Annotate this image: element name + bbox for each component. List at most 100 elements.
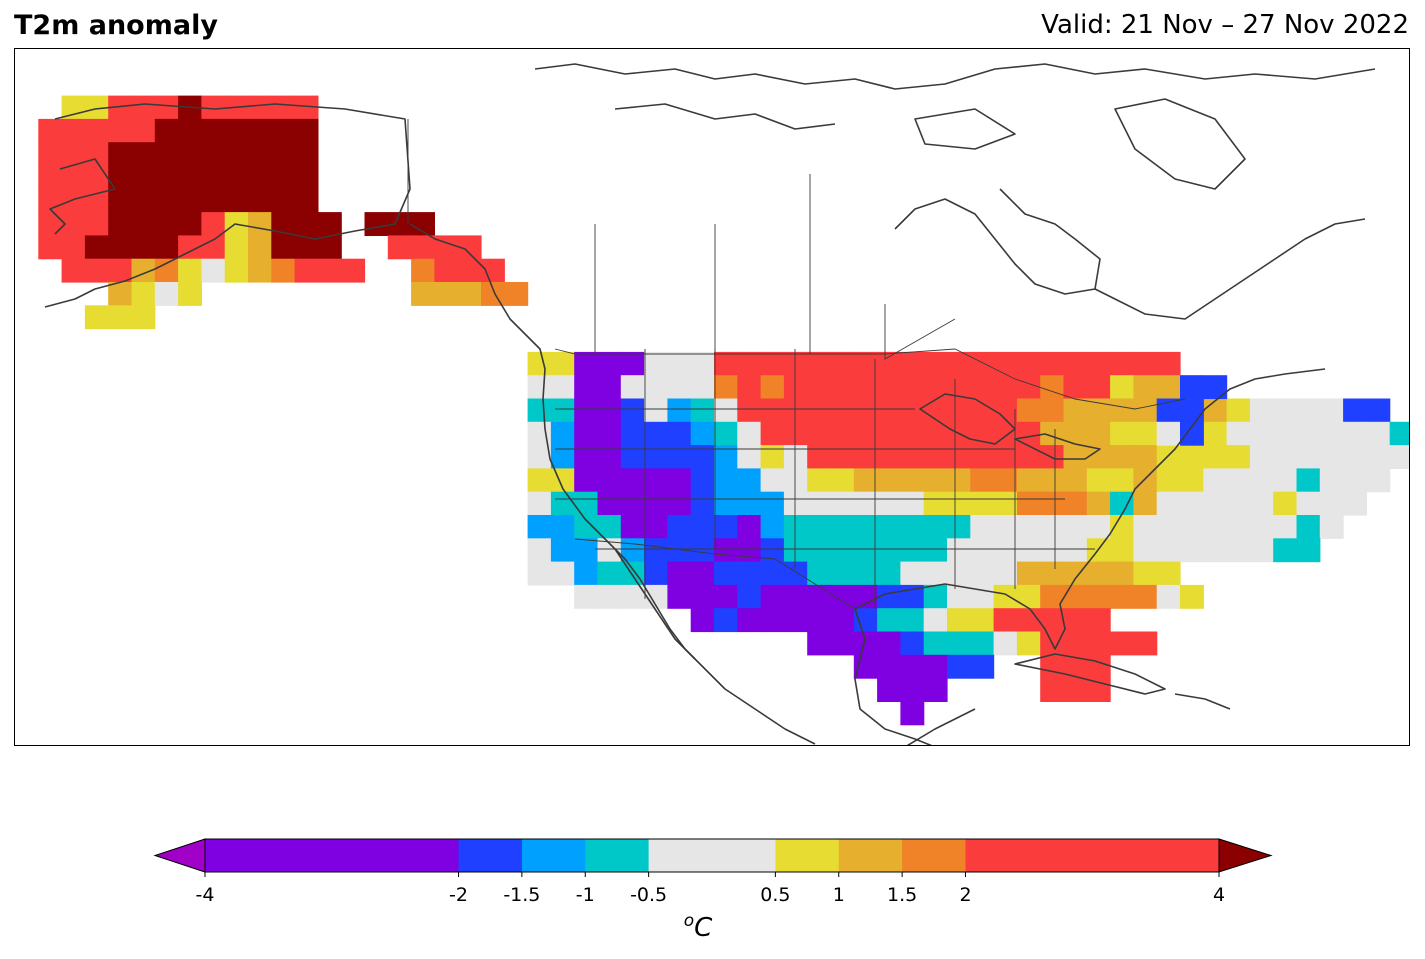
anomaly-cell bbox=[154, 235, 179, 260]
anomaly-cell bbox=[947, 608, 971, 633]
anomaly-cell bbox=[1086, 584, 1111, 609]
anomaly-cell bbox=[1063, 468, 1088, 493]
anomaly-cell bbox=[1226, 491, 1251, 516]
anomaly-cell bbox=[714, 491, 738, 516]
anomaly-cell bbox=[1203, 445, 1228, 469]
anomaly-cell bbox=[224, 118, 249, 143]
anomaly-cell bbox=[1319, 398, 1344, 423]
anomaly-cell bbox=[201, 142, 226, 167]
anomaly-cell bbox=[1343, 491, 1367, 516]
anomaly-cell bbox=[1133, 375, 1158, 400]
anomaly-cell bbox=[1226, 515, 1251, 539]
anomaly-cell bbox=[1343, 421, 1367, 446]
anomaly-cell bbox=[714, 584, 738, 609]
political-borders bbox=[407, 119, 1186, 610]
coastline bbox=[1094, 218, 1366, 320]
anomaly-cell bbox=[760, 515, 785, 539]
anomaly-cell bbox=[1040, 538, 1065, 563]
valid-date-range: Valid: 21 Nov – 27 Nov 2022 bbox=[1041, 10, 1409, 40]
anomaly-cell bbox=[1249, 421, 1274, 446]
anomaly-cell bbox=[970, 631, 995, 656]
anomaly-cell bbox=[1110, 538, 1134, 563]
anomaly-cell bbox=[1273, 538, 1298, 563]
anomaly-cell bbox=[1110, 515, 1134, 539]
anomaly-cell bbox=[1319, 421, 1344, 446]
anomaly-cell bbox=[714, 561, 738, 586]
anomaly-cell bbox=[1156, 491, 1181, 516]
anomaly-cell bbox=[900, 608, 925, 633]
anomaly-cell bbox=[1086, 608, 1111, 633]
anomaly-cell bbox=[690, 491, 715, 516]
anomaly-cell bbox=[248, 188, 272, 213]
anomaly-cell bbox=[970, 515, 995, 539]
anomaly-cell bbox=[1366, 421, 1391, 446]
anomaly-cell bbox=[1203, 398, 1228, 423]
anomaly-cell bbox=[690, 538, 715, 563]
anomaly-cell bbox=[1016, 398, 1041, 423]
anomaly-cell bbox=[550, 445, 575, 469]
anomaly-cell bbox=[714, 421, 738, 446]
anomaly-cell bbox=[1086, 421, 1111, 446]
anomaly-cell bbox=[84, 305, 109, 330]
anomaly-cell bbox=[853, 608, 878, 633]
anomaly-cell bbox=[714, 375, 738, 400]
anomaly-cell bbox=[1203, 375, 1228, 400]
anomaly-cell bbox=[737, 351, 762, 376]
anomaly-cell bbox=[248, 142, 272, 167]
anomaly-cell bbox=[294, 235, 319, 260]
anomaly-cell bbox=[224, 235, 249, 260]
anomaly-cell bbox=[38, 142, 63, 167]
coastline bbox=[534, 63, 1376, 90]
anomaly-cell bbox=[760, 421, 785, 446]
anomaly-cell bbox=[131, 212, 156, 236]
anomaly-cell bbox=[201, 258, 226, 283]
anomaly-cell bbox=[760, 608, 785, 633]
anomaly-cell bbox=[1226, 421, 1251, 446]
anomaly-cell bbox=[947, 491, 971, 516]
anomaly-cell bbox=[947, 445, 971, 469]
anomaly-cell bbox=[178, 142, 202, 167]
anomaly-cell bbox=[1343, 398, 1367, 423]
anomaly-cell bbox=[830, 445, 855, 469]
anomaly-cell bbox=[527, 515, 552, 539]
anomaly-cell bbox=[38, 165, 63, 190]
anomaly-cell bbox=[1343, 445, 1367, 469]
anomaly-cell bbox=[830, 631, 855, 656]
anomaly-cell bbox=[1063, 445, 1088, 469]
anomaly-cell bbox=[597, 561, 622, 586]
anomaly-cell bbox=[178, 188, 202, 213]
anomaly-cell bbox=[970, 561, 995, 586]
coastline bbox=[614, 548, 696, 660]
anomaly-cell bbox=[1156, 561, 1181, 586]
anomaly-cell bbox=[877, 561, 901, 586]
anomaly-cell bbox=[1249, 445, 1274, 469]
anomaly-cell bbox=[783, 468, 808, 493]
anomaly-cell bbox=[84, 235, 109, 260]
anomaly-cell bbox=[1063, 351, 1088, 376]
anomaly-cell bbox=[154, 165, 179, 190]
anomaly-cell bbox=[644, 445, 668, 469]
anomaly-cell bbox=[877, 491, 901, 516]
colorbar-tick-label: 1 bbox=[833, 884, 845, 906]
anomaly-cell bbox=[1249, 538, 1274, 563]
anomaly-cell bbox=[853, 421, 878, 446]
anomaly-cell bbox=[1156, 421, 1181, 446]
anomaly-cell bbox=[690, 468, 715, 493]
anomaly-cell bbox=[178, 212, 202, 236]
anomaly-cell bbox=[807, 445, 832, 469]
anomaly-cell bbox=[783, 538, 808, 563]
anomaly-cell bbox=[877, 375, 901, 400]
anomaly-cell bbox=[1156, 538, 1181, 563]
anomaly-cell bbox=[644, 491, 668, 516]
anomaly-cell bbox=[154, 142, 179, 167]
anomaly-cell bbox=[1296, 515, 1321, 539]
anomaly-cell bbox=[1016, 491, 1041, 516]
anomaly-cell bbox=[620, 398, 645, 423]
anomaly-cell bbox=[900, 351, 925, 376]
anomaly-cell bbox=[294, 258, 319, 283]
anomaly-cell bbox=[61, 142, 86, 167]
anomaly-cell bbox=[667, 515, 692, 539]
map-panel bbox=[14, 48, 1410, 746]
anomaly-cell bbox=[1180, 375, 1204, 400]
anomaly-cell bbox=[1063, 654, 1088, 679]
